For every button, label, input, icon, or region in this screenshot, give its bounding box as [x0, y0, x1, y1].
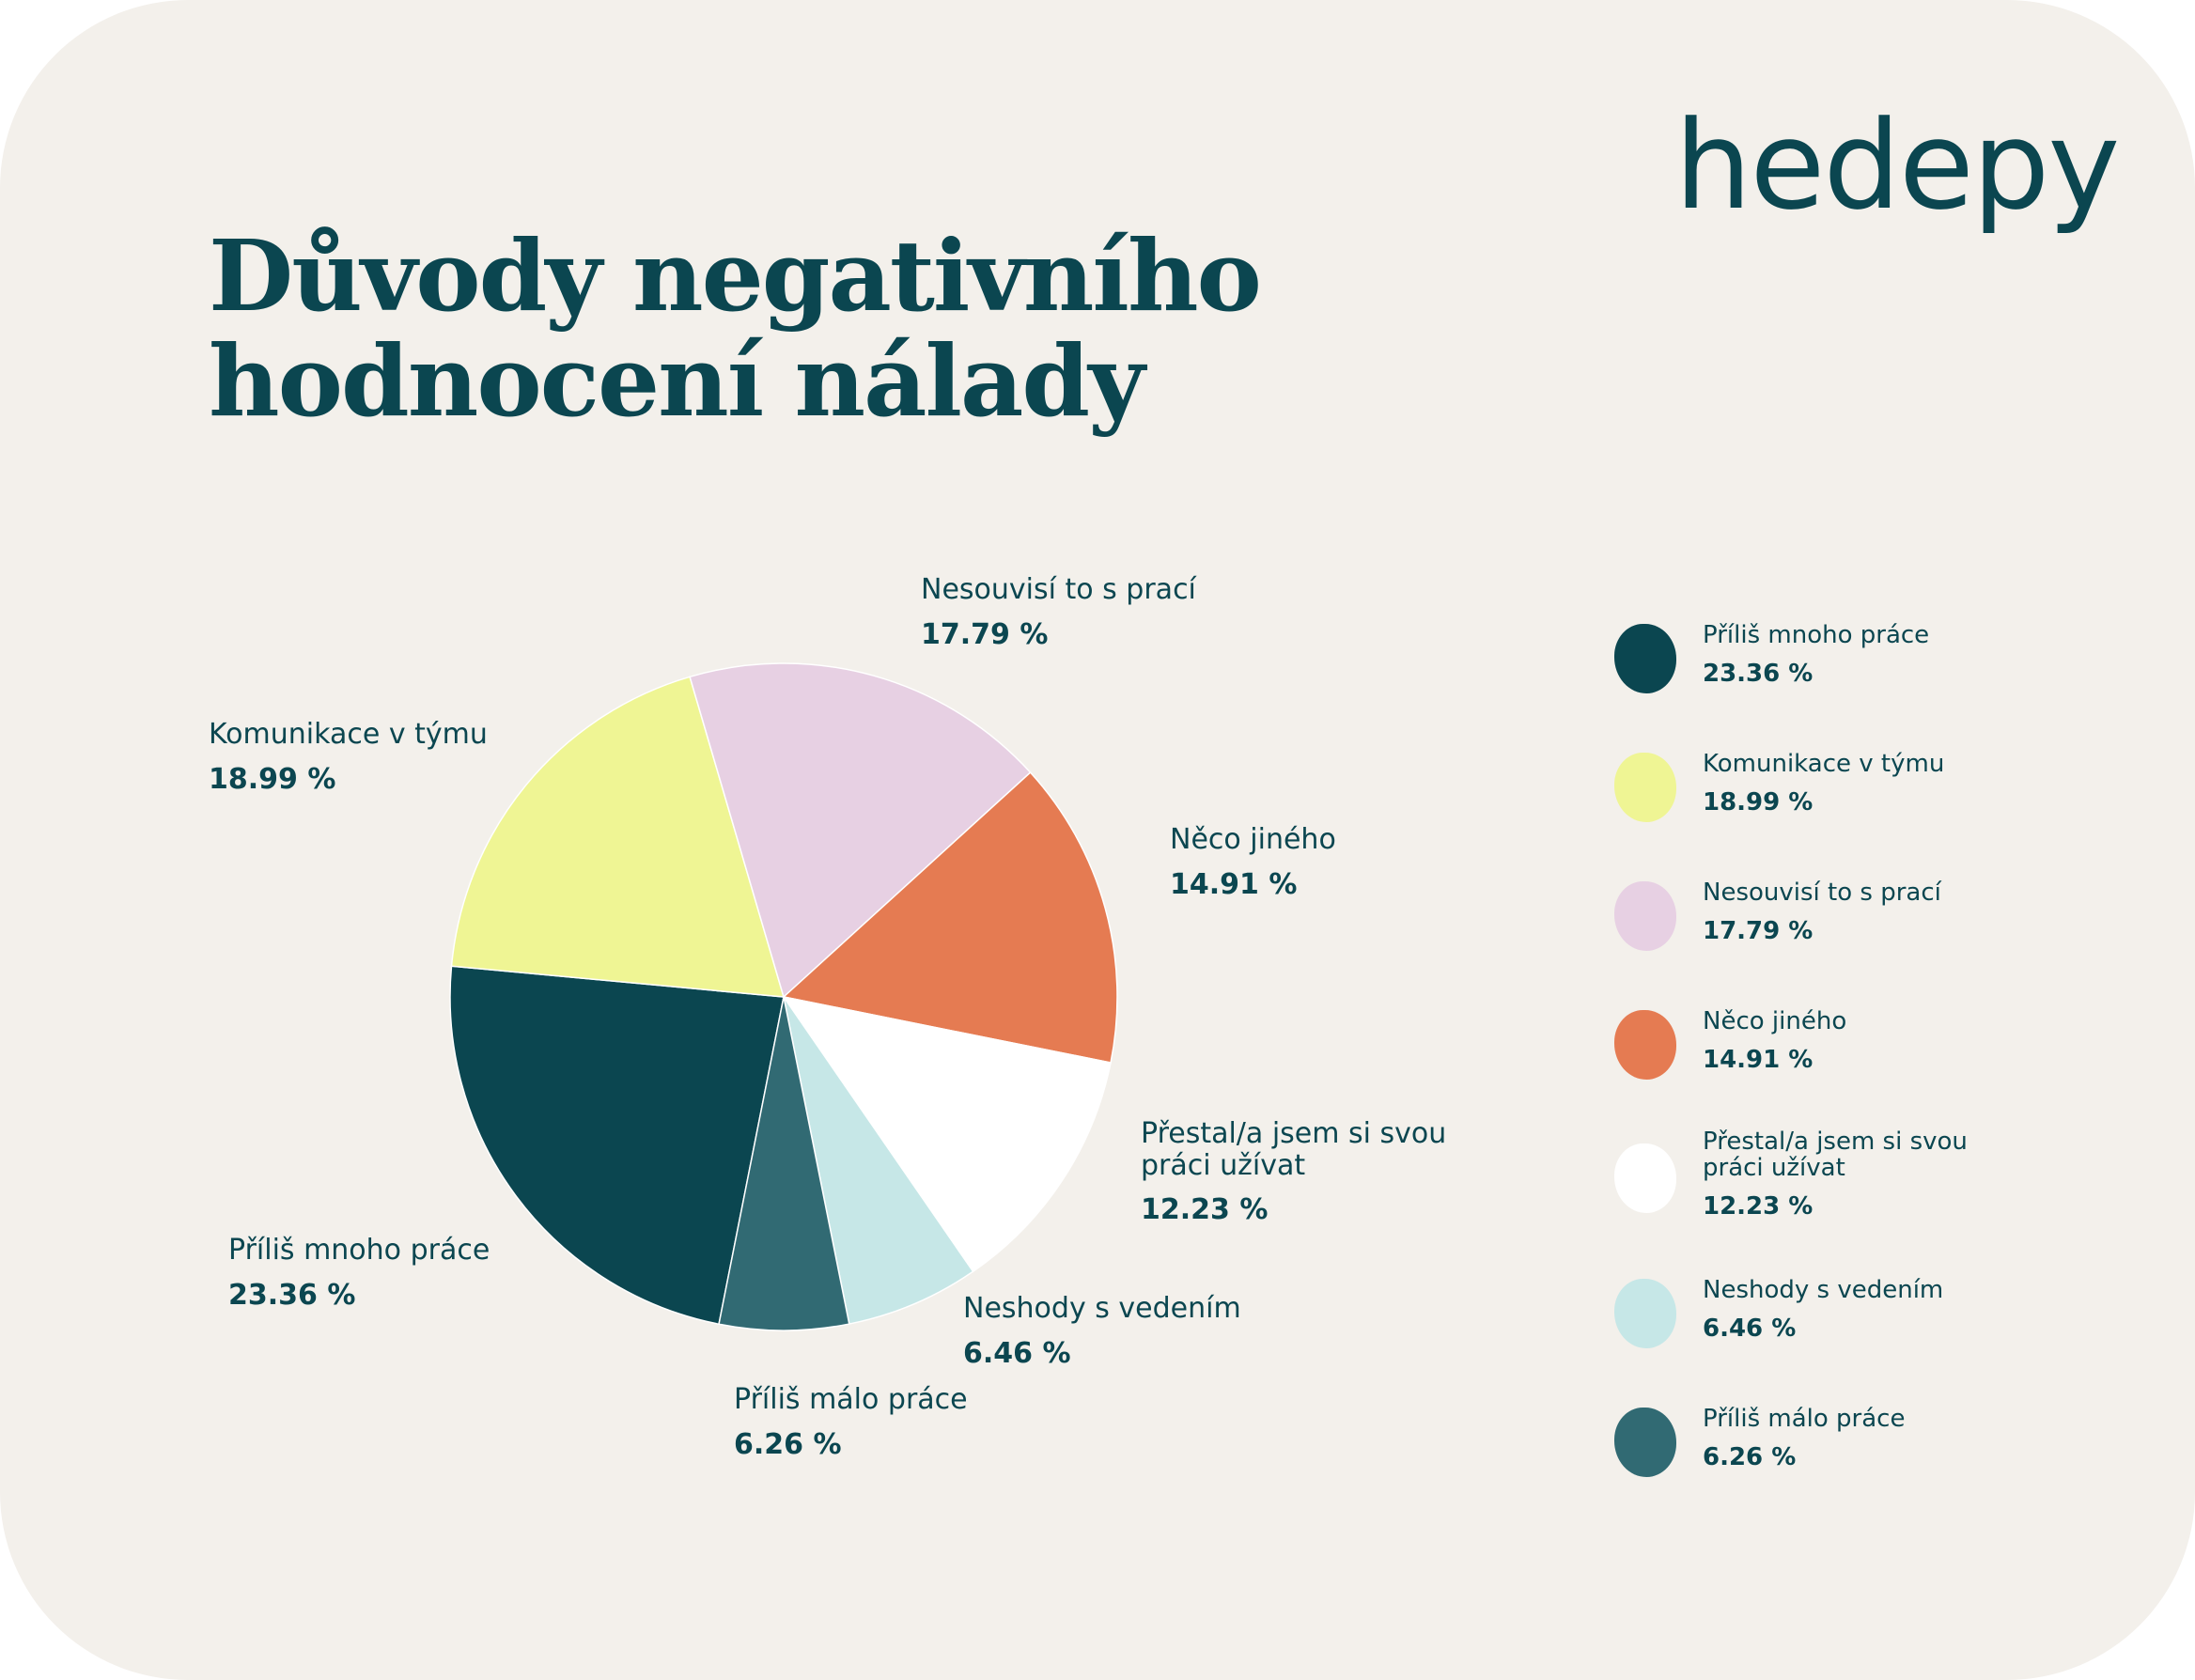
legend-swatch: [1614, 1408, 1676, 1477]
legend-swatch: [1614, 1010, 1676, 1080]
slice-label-name: Neshody s vedením: [963, 1292, 1241, 1325]
title-line-1: Důvody negativního: [209, 218, 1262, 334]
title-line-2: hodnocení nálady: [209, 323, 1145, 439]
legend-label: Neshody s vedením: [1703, 1276, 1944, 1304]
legend-label: Přestal/a jsem si svou: [1703, 1128, 1968, 1156]
pie-slice: [782, 771, 1118, 1064]
slice-label: Komunikace v týmu 18.99 %: [209, 718, 488, 797]
pie-slice: [718, 996, 850, 1331]
slice-label-percent: 17.79 %: [921, 618, 1049, 651]
pie-slice: [783, 996, 974, 1325]
legend-label: Příliš mnoho práce: [1703, 621, 1930, 649]
legend-swatch: [1614, 624, 1676, 693]
slice-label-name: práci užívat: [1141, 1149, 1306, 1182]
slice-label-percent: 6.26 %: [734, 1428, 842, 1461]
legend-swatch: [1614, 1279, 1676, 1348]
page-title: Důvody negativního hodnocení nálady: [209, 224, 1262, 434]
slice-label: Něco jiného 14.91 %: [1170, 823, 1336, 902]
legend-text: Něco jiného 14.91 %: [1703, 1008, 1846, 1073]
slice-label-percent: 12.23 %: [1141, 1193, 1269, 1226]
legend-label: Komunikace v týmu: [1703, 750, 1945, 778]
pie-slice: [450, 676, 786, 998]
legend-text: Příliš mnoho práce 23.36 %: [1703, 622, 1929, 687]
pie-slice: [689, 662, 1032, 999]
pie-slice: [782, 995, 1112, 1273]
slice-label-name: Příliš mnoho práce: [228, 1234, 490, 1267]
slice-label-percent: 6.46 %: [963, 1337, 1071, 1370]
legend-percent: 17.79 %: [1703, 917, 1814, 945]
legend-percent: 18.99 %: [1703, 788, 1814, 817]
hedepy-logo: hedepy: [1674, 94, 2120, 237]
slice-label-percent: 18.99 %: [209, 763, 336, 796]
slice-label-percent: 23.36 %: [228, 1279, 356, 1312]
legend-label: Něco jiného: [1703, 1007, 1847, 1035]
slice-label-name: Komunikace v týmu: [209, 718, 488, 751]
legend-label: Nesouvisí to s prací: [1703, 879, 1941, 907]
legend-percent: 6.46 %: [1703, 1314, 1797, 1343]
slice-label-name: Něco jiného: [1170, 823, 1336, 856]
slice-label: Příliš mnoho práce 23.36 %: [228, 1234, 490, 1313]
slice-label-percent: 14.91 %: [1170, 868, 1298, 901]
legend-percent: 23.36 %: [1703, 660, 1814, 688]
legend-swatch: [1614, 881, 1676, 951]
legend-percent: 6.26 %: [1703, 1443, 1797, 1471]
slice-label: Přestal/a jsem si svou práci užívat 12.23 …: [1141, 1118, 1446, 1227]
legend-text: Neshody s vedením 6.46 %: [1703, 1277, 1943, 1342]
legend-percent: 14.91 %: [1703, 1046, 1814, 1074]
legend-swatch: [1614, 753, 1676, 822]
slice-label-name: Příliš málo práce: [734, 1383, 968, 1416]
slice-label-name: Přestal/a jsem si svou: [1141, 1117, 1447, 1150]
slice-label: Neshody s vedením 6.46 %: [963, 1292, 1241, 1371]
legend-label: práci užívat: [1703, 1154, 1845, 1182]
slice-label: Nesouvisí to s prací 17.79 %: [921, 573, 1196, 652]
legend-text: Nesouvisí to s prací 17.79 %: [1703, 879, 1941, 944]
slice-label: Příliš málo práce 6.26 %: [734, 1383, 968, 1462]
legend-text: Přestal/a jsem si svou práci užívat 12.23 …: [1703, 1128, 1968, 1220]
legend-label: Příliš málo práce: [1703, 1405, 1906, 1433]
slice-label-name: Nesouvisí to s prací: [921, 573, 1196, 606]
legend-text: Komunikace v týmu 18.99 %: [1703, 751, 1944, 816]
legend-swatch: [1614, 1143, 1676, 1213]
pie-slice: [449, 965, 785, 1326]
legend-percent: 12.23 %: [1703, 1192, 1814, 1221]
legend-text: Příliš málo práce 6.26 %: [1703, 1406, 1905, 1470]
